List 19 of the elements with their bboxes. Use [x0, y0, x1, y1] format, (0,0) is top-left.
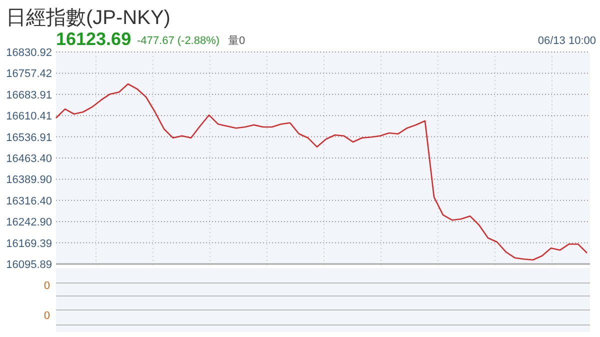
line-series: [55, 83, 588, 261]
text: 06/13 10:00: [538, 35, 596, 47]
y-tick-label: 16610.41: [6, 110, 52, 123]
text: 量0: [228, 35, 246, 47]
y-tick-label: 16463.40: [6, 153, 52, 165]
text: 0: [44, 310, 50, 322]
y-tick-label: 16683.91: [6, 89, 52, 102]
y-tick-label: 16830.92: [6, 47, 52, 59]
y-tick-label: 16316.40: [6, 195, 52, 208]
y-tick-label: 16757.42: [6, 68, 52, 80]
y-tick-label: 16095.89: [6, 259, 52, 271]
chart-title: 日經指數(JP-NKY): [6, 7, 170, 29]
text: 0: [44, 280, 50, 292]
y-tick-label: 16389.90: [6, 174, 52, 186]
y-tick-label: 16536.91: [6, 132, 52, 144]
text: -477.67 (-2.88%): [137, 35, 220, 47]
y-tick-label: 16242.90: [6, 216, 52, 229]
chart-subtitle: 16123.69: [56, 29, 132, 49]
y-tick-label: 16169.39: [6, 238, 52, 250]
